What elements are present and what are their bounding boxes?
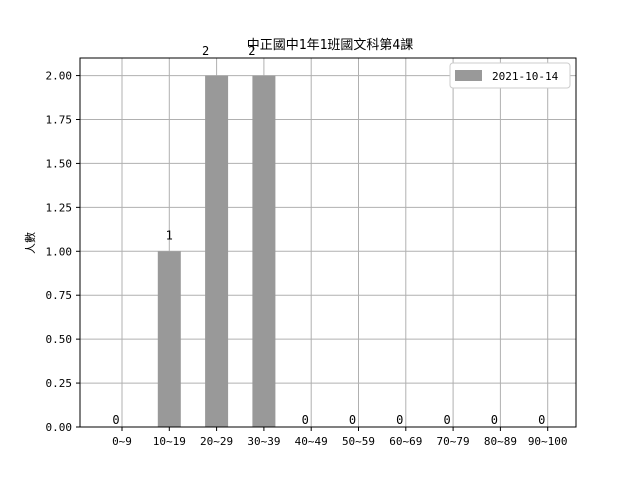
x-tick-label: 80~89: [484, 435, 517, 448]
y-tick-label: 2.00: [46, 70, 73, 83]
bar-value-label: 2: [202, 44, 209, 58]
x-tick-label: 20~29: [200, 435, 233, 448]
x-tick-label: 0~9: [112, 435, 132, 448]
bar-value-label: 1: [166, 228, 173, 242]
bar: [252, 75, 276, 428]
y-tick-label: 0.00: [46, 421, 73, 434]
legend-entry-label: 2021-10-14: [492, 70, 559, 83]
bar-value-label: 0: [349, 413, 356, 427]
bar-value-label: 0: [396, 413, 403, 427]
y-tick-label: 0.50: [46, 333, 73, 346]
x-tick-label: 70~79: [437, 435, 470, 448]
bar: [205, 75, 229, 428]
y-axis-label: 人數: [24, 232, 37, 254]
bar-value-label: 0: [491, 413, 498, 427]
y-tick-label: 1.50: [46, 157, 73, 170]
data-labels: 0 1 2 2 0 0 0 0 0 0: [112, 44, 545, 427]
y-tick-label: 0.25: [46, 377, 73, 390]
legend: 2021-10-14: [449, 62, 571, 89]
bar-value-label: 0: [538, 413, 545, 427]
x-tick-label: 50~59: [342, 435, 375, 448]
bar: [157, 251, 181, 427]
x-tick-label: 40~49: [295, 435, 328, 448]
axis-ticks: 0.00 0.25 0.50 0.75 1.00 1.25 1.50 1.75 2.00 0~9 1…: [46, 70, 568, 448]
y-tick-label: 1.00: [46, 245, 73, 258]
bars: [157, 75, 276, 428]
bar-value-label: 0: [112, 413, 119, 427]
bar-value-label: 0: [302, 413, 309, 427]
y-tick-label: 1.75: [46, 114, 73, 127]
x-tick-label: 30~39: [247, 435, 280, 448]
y-tick-label: 0.75: [46, 289, 73, 302]
x-tick-label: 10~19: [153, 435, 186, 448]
x-tick-label: 60~69: [389, 435, 422, 448]
y-tick-label: 1.25: [46, 201, 73, 214]
bar-value-label: 0: [443, 413, 450, 427]
plot-area-frame: [79, 57, 577, 428]
bar-value-label: 2: [248, 44, 255, 58]
chart-title: 中正國中1年1班國文科第4課: [247, 37, 413, 53]
legend-frame: [449, 62, 571, 89]
legend-swatch: [455, 70, 482, 81]
x-tick-label: 90~100: [528, 435, 568, 448]
